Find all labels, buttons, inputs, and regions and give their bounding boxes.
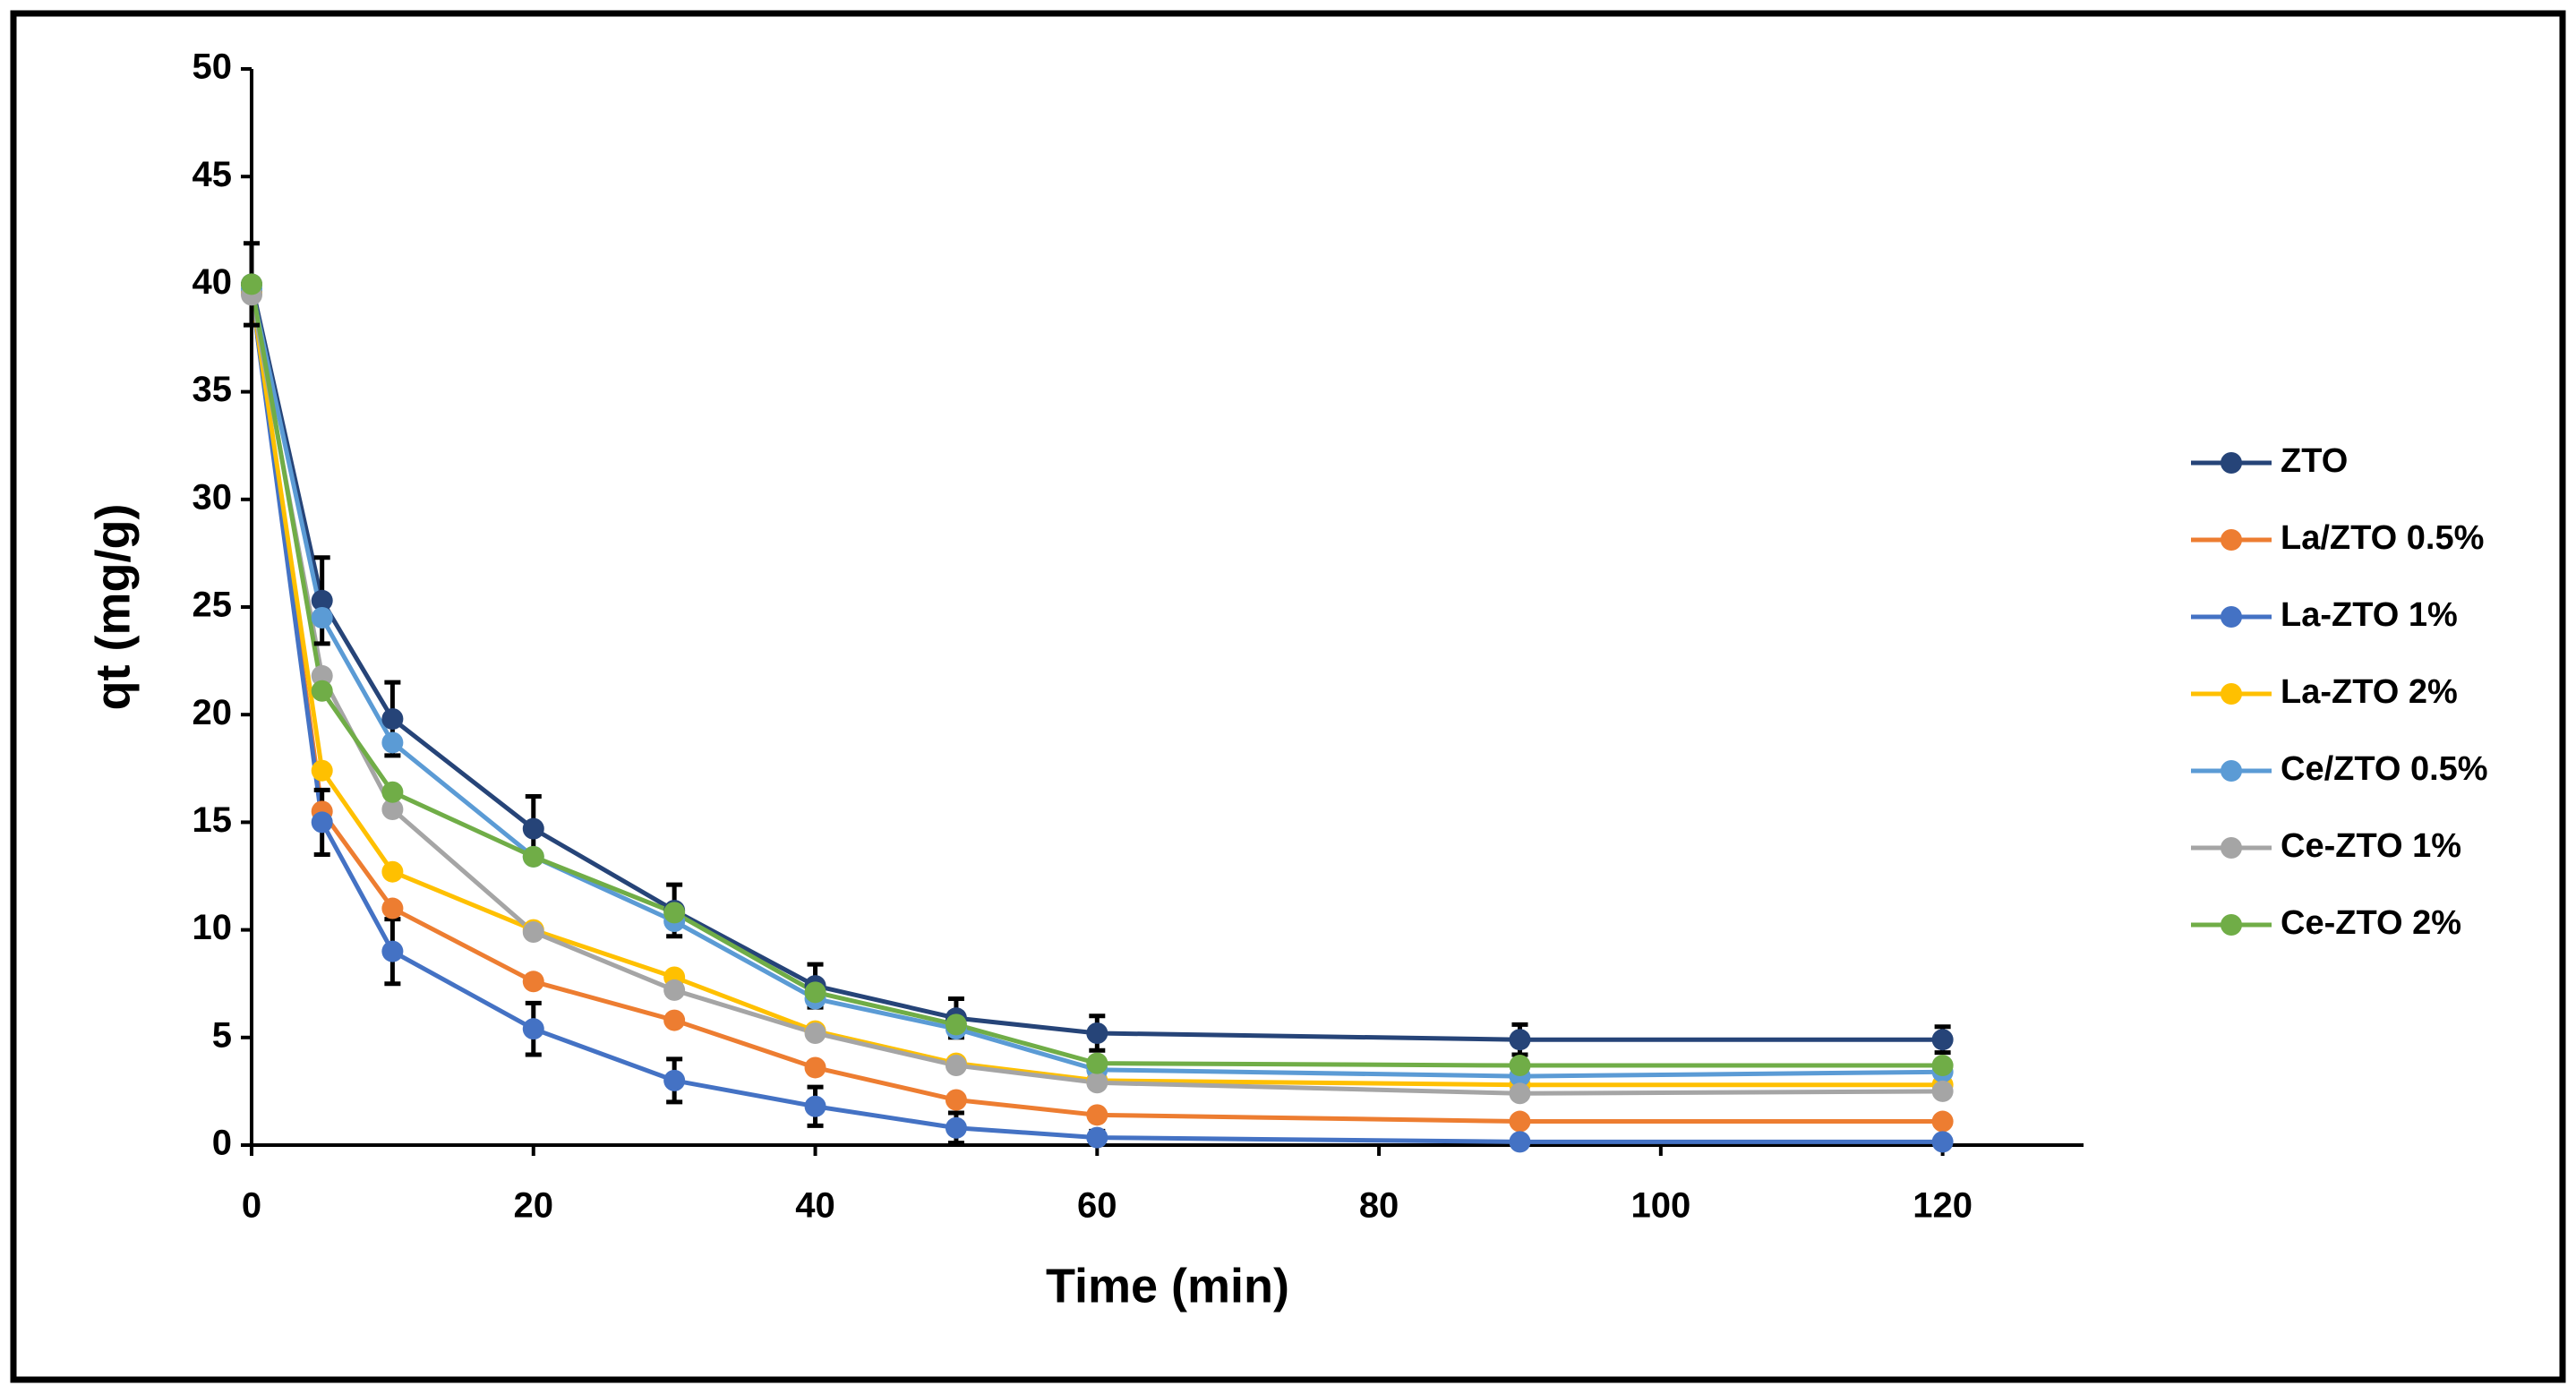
data-point bbox=[522, 1018, 544, 1040]
data-point bbox=[522, 921, 544, 944]
data-point bbox=[311, 589, 333, 611]
x-tick-label: 60 bbox=[1077, 1186, 1117, 1226]
legend-label: Ce-ZTO 2% bbox=[2281, 904, 2461, 942]
y-tick-label: 40 bbox=[193, 262, 233, 302]
legend-marker bbox=[2221, 452, 2242, 474]
data-point bbox=[381, 708, 404, 731]
data-point bbox=[381, 897, 404, 919]
legend-label: La/ZTO 0.5% bbox=[2281, 519, 2484, 557]
data-point bbox=[1086, 1052, 1108, 1074]
legend-marker bbox=[2221, 837, 2242, 859]
data-point bbox=[1086, 1104, 1108, 1126]
legend-marker bbox=[2221, 760, 2242, 782]
y-tick-label: 45 bbox=[193, 155, 233, 194]
data-point bbox=[1931, 1110, 1954, 1133]
data-point bbox=[1931, 1029, 1954, 1051]
data-point bbox=[522, 817, 544, 840]
data-point bbox=[1509, 1131, 1531, 1153]
y-tick-label: 10 bbox=[193, 908, 233, 947]
data-point bbox=[804, 1056, 826, 1079]
data-point bbox=[1086, 1126, 1108, 1149]
data-point bbox=[381, 940, 404, 962]
data-point bbox=[1509, 1082, 1531, 1105]
series-line bbox=[249, 283, 1943, 1042]
x-axis-title: Time (min) bbox=[1046, 1259, 1289, 1313]
legend-marker bbox=[2221, 914, 2242, 936]
data-point bbox=[241, 273, 262, 295]
data-point bbox=[663, 1069, 686, 1091]
legend-label: Ce/ZTO 0.5% bbox=[2281, 750, 2488, 788]
legend-label: La-ZTO 1% bbox=[2281, 596, 2458, 634]
legend-label: La-ZTO 2% bbox=[2281, 673, 2458, 711]
data-point bbox=[381, 731, 404, 754]
data-point bbox=[663, 1009, 686, 1031]
y-tick-label: 30 bbox=[193, 477, 233, 517]
x-tick-label: 40 bbox=[795, 1186, 835, 1226]
data-point bbox=[945, 1089, 967, 1111]
data-point bbox=[381, 860, 404, 883]
y-tick-label: 15 bbox=[193, 800, 233, 840]
x-tick-label: 0 bbox=[242, 1186, 261, 1226]
data-point bbox=[1931, 1055, 1954, 1077]
data-point bbox=[1509, 1110, 1531, 1133]
data-point bbox=[311, 811, 333, 834]
series-line bbox=[249, 287, 1943, 1079]
data-point bbox=[804, 981, 826, 1004]
y-tick-label: 35 bbox=[193, 370, 233, 409]
x-tick-label: 80 bbox=[1359, 1186, 1399, 1226]
data-point bbox=[1086, 1022, 1108, 1044]
data-point bbox=[663, 979, 686, 1001]
x-tick-label: 20 bbox=[514, 1186, 554, 1226]
data-point bbox=[381, 798, 404, 820]
data-point bbox=[804, 1022, 826, 1044]
y-tick-label: 0 bbox=[212, 1124, 232, 1163]
data-point bbox=[522, 971, 544, 993]
data-point bbox=[381, 781, 404, 803]
y-tick-label: 20 bbox=[193, 693, 233, 732]
data-point bbox=[1086, 1072, 1108, 1094]
chart-border bbox=[10, 10, 2566, 1383]
data-point bbox=[663, 902, 686, 924]
data-point bbox=[1509, 1055, 1531, 1077]
data-point bbox=[311, 680, 333, 702]
x-tick-label: 100 bbox=[1630, 1186, 1690, 1226]
y-tick-label: 25 bbox=[193, 586, 233, 625]
series-line bbox=[249, 283, 1943, 1068]
legend-marker bbox=[2221, 606, 2242, 628]
data-point bbox=[804, 1095, 826, 1117]
legend-label: ZTO bbox=[2281, 442, 2348, 480]
y-axis-title: qt (mg/g) bbox=[86, 504, 140, 711]
data-point bbox=[311, 759, 333, 782]
data-point bbox=[522, 845, 544, 868]
data-point bbox=[945, 1013, 967, 1036]
data-point bbox=[1509, 1029, 1531, 1051]
y-tick-label: 5 bbox=[212, 1015, 232, 1055]
y-tick-label: 50 bbox=[193, 47, 233, 87]
data-point bbox=[1931, 1131, 1954, 1153]
series-line bbox=[249, 292, 1943, 1088]
data-point bbox=[1931, 1080, 1954, 1102]
data-point bbox=[945, 1116, 967, 1139]
data-point bbox=[945, 1055, 967, 1077]
x-tick-label: 120 bbox=[1913, 1186, 1973, 1226]
series-line bbox=[249, 292, 1943, 1125]
legend-marker bbox=[2221, 683, 2242, 705]
legend-label: Ce-ZTO 1% bbox=[2281, 827, 2461, 865]
series-line bbox=[249, 292, 1943, 1144]
data-point bbox=[311, 607, 333, 629]
legend-marker bbox=[2221, 529, 2242, 551]
data-point bbox=[311, 664, 333, 687]
